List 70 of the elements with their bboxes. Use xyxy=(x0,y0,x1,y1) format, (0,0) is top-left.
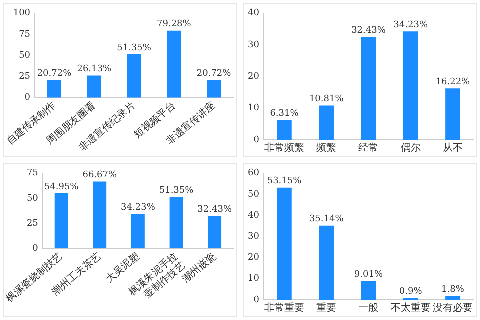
bar xyxy=(361,37,376,140)
bar xyxy=(208,216,222,249)
data-label: 32.43% xyxy=(198,204,232,215)
y-tick-label: 40 xyxy=(248,8,260,19)
y-tick-label: 30 xyxy=(248,40,260,50)
bar xyxy=(132,214,145,249)
y-tick-label: 0 xyxy=(24,93,31,104)
bar xyxy=(93,182,107,249)
data-label: 26.13% xyxy=(77,64,112,75)
x-tick-label: 没有必要 xyxy=(432,302,473,314)
y-tick-label: 0 xyxy=(254,295,260,306)
y-tick-label: 50 xyxy=(26,194,39,204)
x-tick-label: 频繁 xyxy=(316,142,337,154)
y-tick-label: 20 xyxy=(248,72,260,82)
bar xyxy=(127,54,142,98)
y-tick-label: 40 xyxy=(248,210,260,221)
x-tick-label: 从不 xyxy=(442,142,463,154)
data-label: 79.28% xyxy=(156,20,192,30)
bar xyxy=(361,280,376,300)
x-tick-label: 非常频繁 xyxy=(264,142,305,154)
x-tick-label: 偶尔 xyxy=(400,142,421,154)
y-tick-label: 50 xyxy=(248,190,260,200)
data-label: 20.72% xyxy=(196,69,232,80)
x-tick-label: 不太重要 xyxy=(390,302,431,314)
bar xyxy=(277,120,292,140)
y-tick-label: 0 xyxy=(32,244,39,254)
data-label: 9.01% xyxy=(354,270,384,280)
data-label: 20.72% xyxy=(37,69,72,80)
y-tick-label: 30 xyxy=(248,232,260,242)
data-label: 1.8% xyxy=(442,285,465,296)
data-label: 51.35% xyxy=(159,186,194,196)
data-label: 32.43% xyxy=(352,26,386,36)
y-tick-label: 100 xyxy=(13,8,31,19)
bar xyxy=(446,296,460,300)
data-label: 0.9% xyxy=(399,286,423,297)
y-tick-label: 25 xyxy=(26,218,39,229)
data-label: 34.23% xyxy=(121,203,156,214)
data-label: 16.22% xyxy=(436,78,471,88)
x-tick-label: 一般 xyxy=(358,302,379,314)
data-label: 54.95% xyxy=(44,182,80,192)
y-tick-label: 10 xyxy=(248,104,260,114)
y-tick-label: 60 xyxy=(248,168,260,179)
bar xyxy=(167,30,182,98)
x-tick-label: 重要 xyxy=(316,302,337,314)
y-tick-label: 20 xyxy=(248,253,260,264)
data-label: 10.81% xyxy=(309,94,344,105)
data-label: 53.15% xyxy=(267,176,302,187)
bar xyxy=(170,197,184,249)
bar xyxy=(54,194,68,249)
bar xyxy=(403,32,418,140)
y-tick-label: 25 xyxy=(19,72,31,82)
bar xyxy=(319,226,334,300)
y-tick-label: 50 xyxy=(19,50,31,61)
data-label: 6.31% xyxy=(270,108,300,119)
bar xyxy=(48,80,62,98)
x-tick-label: 非常重要 xyxy=(264,302,305,314)
data-label: 35.14% xyxy=(309,214,344,225)
y-tick-label: 10 xyxy=(248,274,260,284)
data-label: 51.35% xyxy=(117,43,152,54)
bar xyxy=(277,188,292,300)
x-tick-label: 经常 xyxy=(358,142,379,154)
data-label: 34.23% xyxy=(394,20,428,31)
bar xyxy=(319,106,334,140)
bar xyxy=(87,76,102,98)
bar xyxy=(446,88,460,140)
data-label: 66.67% xyxy=(82,170,118,181)
y-tick-label: 75 xyxy=(19,30,31,40)
y-tick-label: 75 xyxy=(26,168,39,179)
bar xyxy=(207,80,222,98)
y-tick-label: 0 xyxy=(254,135,260,146)
